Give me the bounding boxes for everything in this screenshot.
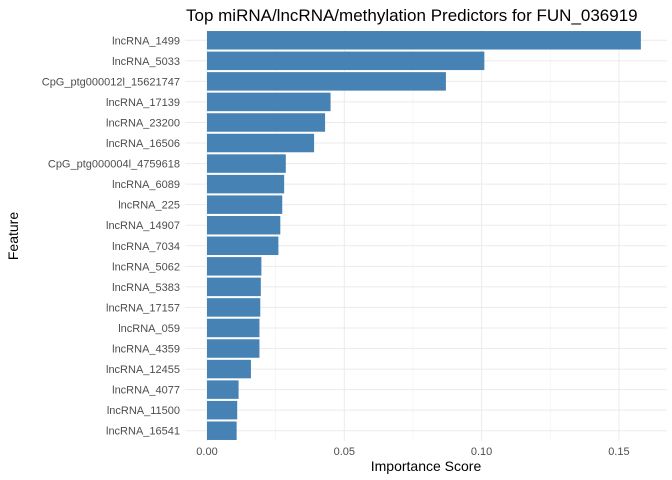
x-tick-label: 0.05 (334, 446, 355, 458)
x-tick-label: 0.10 (471, 446, 492, 458)
bar (207, 92, 331, 112)
bar (207, 72, 446, 91)
grid-lines (185, 30, 667, 441)
y-tick-label: lncRNA_5062 (112, 261, 180, 273)
y-tick-labels: lncRNA_1499 lncRNA_5033 CpG_ptg000012l_156… (42, 35, 180, 437)
bar (207, 133, 315, 153)
x-tick-label: 0.00 (196, 446, 217, 458)
y-tick-label: CpG_ptg000012l_15621747 (42, 76, 180, 88)
bar (207, 421, 237, 440)
x-axis-title: Importance Score (371, 458, 482, 474)
bar (207, 51, 485, 71)
y-axis-title: Feature (5, 212, 21, 260)
y-tick-label: CpG_ptg000004l_4759618 (48, 159, 180, 171)
x-tick-labels: 0.00 0.05 0.10 0.15 (196, 446, 629, 458)
y-tick-label: lncRNA_14907 (106, 220, 180, 232)
y-tick-label: lncRNA_17157 (106, 302, 180, 314)
y-tick-label: lncRNA_16541 (106, 426, 180, 438)
bar (207, 298, 261, 317)
bar (207, 154, 286, 173)
bar (207, 380, 239, 399)
y-tick-label: lncRNA_1499 (112, 35, 180, 47)
bar (207, 400, 238, 420)
y-tick-label: lncRNA_225 (118, 200, 180, 212)
y-tick-label: lncRNA_059 (118, 323, 180, 335)
y-tick-label: lncRNA_17139 (106, 97, 180, 109)
bar (207, 236, 279, 256)
y-tick-label: lncRNA_5383 (112, 282, 180, 294)
y-tick-label: lncRNA_6089 (112, 179, 180, 191)
y-tick-label: lncRNA_12455 (106, 364, 180, 376)
bar (207, 174, 285, 194)
y-tick-label: lncRNA_5033 (112, 56, 180, 68)
bars-group (207, 31, 641, 440)
bar (207, 339, 260, 358)
bar (207, 113, 326, 132)
bar (207, 359, 251, 379)
chart-title: Top miRNA/lncRNA/methylation Predictors … (186, 6, 638, 25)
x-tick-label: 0.15 (608, 446, 629, 458)
bar (207, 31, 641, 50)
bar (207, 195, 283, 214)
bar (207, 277, 261, 297)
y-tick-label: lncRNA_7034 (112, 241, 180, 253)
y-tick-label: lncRNA_4077 (112, 385, 180, 397)
y-tick-label: lncRNA_23200 (106, 117, 180, 129)
y-tick-label: lncRNA_11500 (107, 405, 180, 417)
y-tick-label: lncRNA_4359 (112, 344, 180, 356)
y-tick-label: lncRNA_16506 (106, 138, 180, 150)
bar (207, 318, 260, 338)
bar (207, 257, 262, 276)
bar (207, 215, 281, 235)
